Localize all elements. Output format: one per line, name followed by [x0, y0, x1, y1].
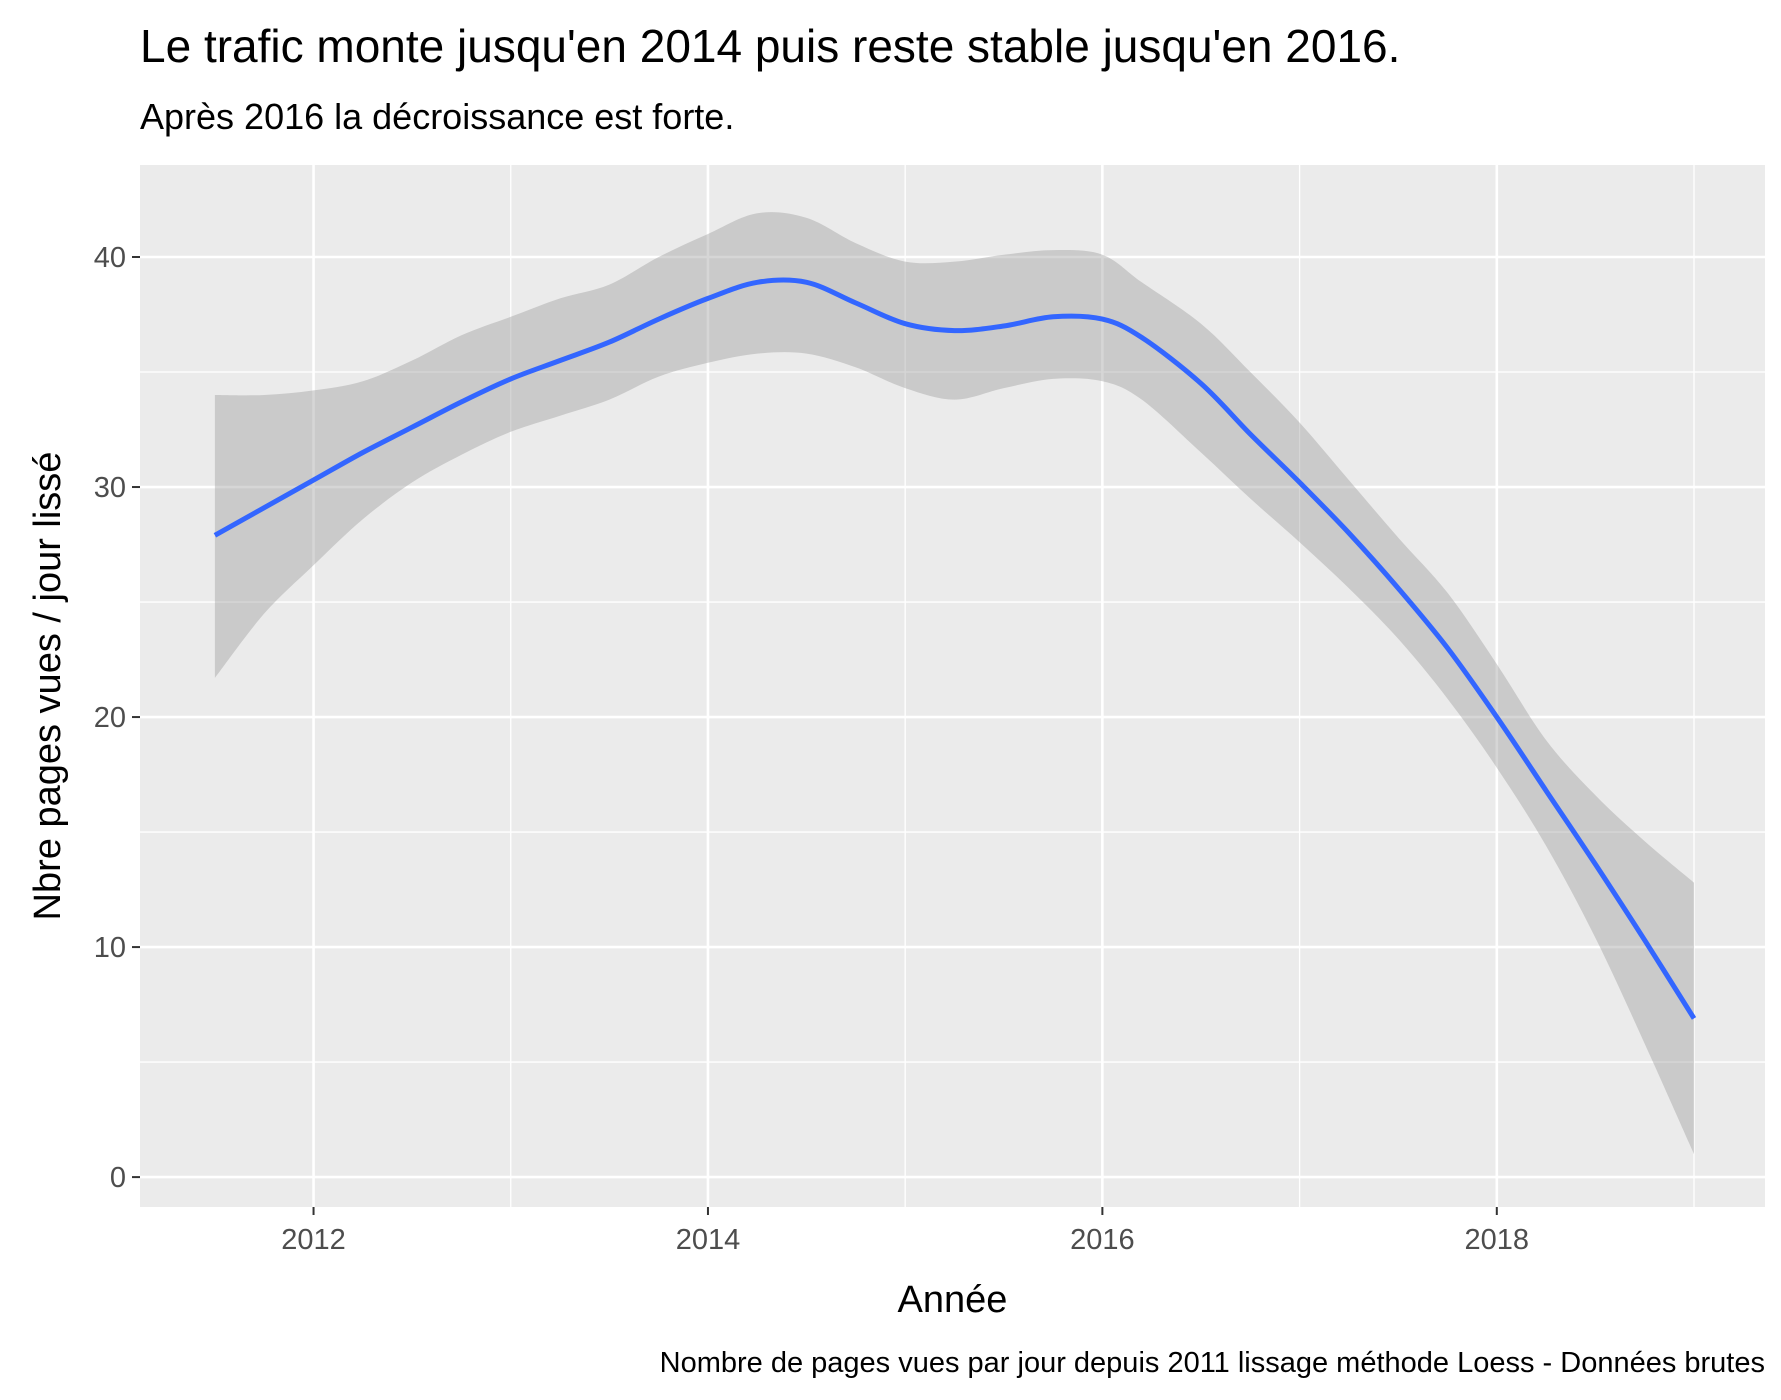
- chart-subtitle: Après 2016 la décroissance est forte.: [140, 96, 734, 137]
- grid-major: [140, 165, 1765, 1207]
- x-tick-label: 2016: [1070, 1224, 1135, 1256]
- x-axis-title: Année: [898, 1279, 1008, 1321]
- x-axis-ticks: 2012 2014 2016 2018: [281, 1207, 1529, 1256]
- y-tick-label: 20: [94, 702, 126, 734]
- y-tick-label: 30: [94, 472, 126, 504]
- y-axis-ticks: 0 10 20 30 40: [94, 242, 140, 1194]
- x-tick-label: 2014: [676, 1224, 741, 1256]
- y-tick-label: 0: [110, 1162, 126, 1194]
- x-tick-label: 2018: [1465, 1224, 1530, 1256]
- chart-title: Le trafic monte jusqu'en 2014 puis reste…: [140, 20, 1400, 72]
- smoothed-line: [213, 277, 1697, 1020]
- y-tick-label: 10: [94, 932, 126, 964]
- plot-panel: [140, 165, 1765, 1207]
- y-tick-label: 40: [94, 242, 126, 274]
- x-tick-label: 2012: [281, 1224, 346, 1256]
- y-axis-title: Nbre pages vues / jour lissé: [27, 452, 69, 921]
- chart-caption: Nombre de pages vues par jour depuis 201…: [660, 1347, 1765, 1379]
- grid-minor: [140, 165, 1765, 1207]
